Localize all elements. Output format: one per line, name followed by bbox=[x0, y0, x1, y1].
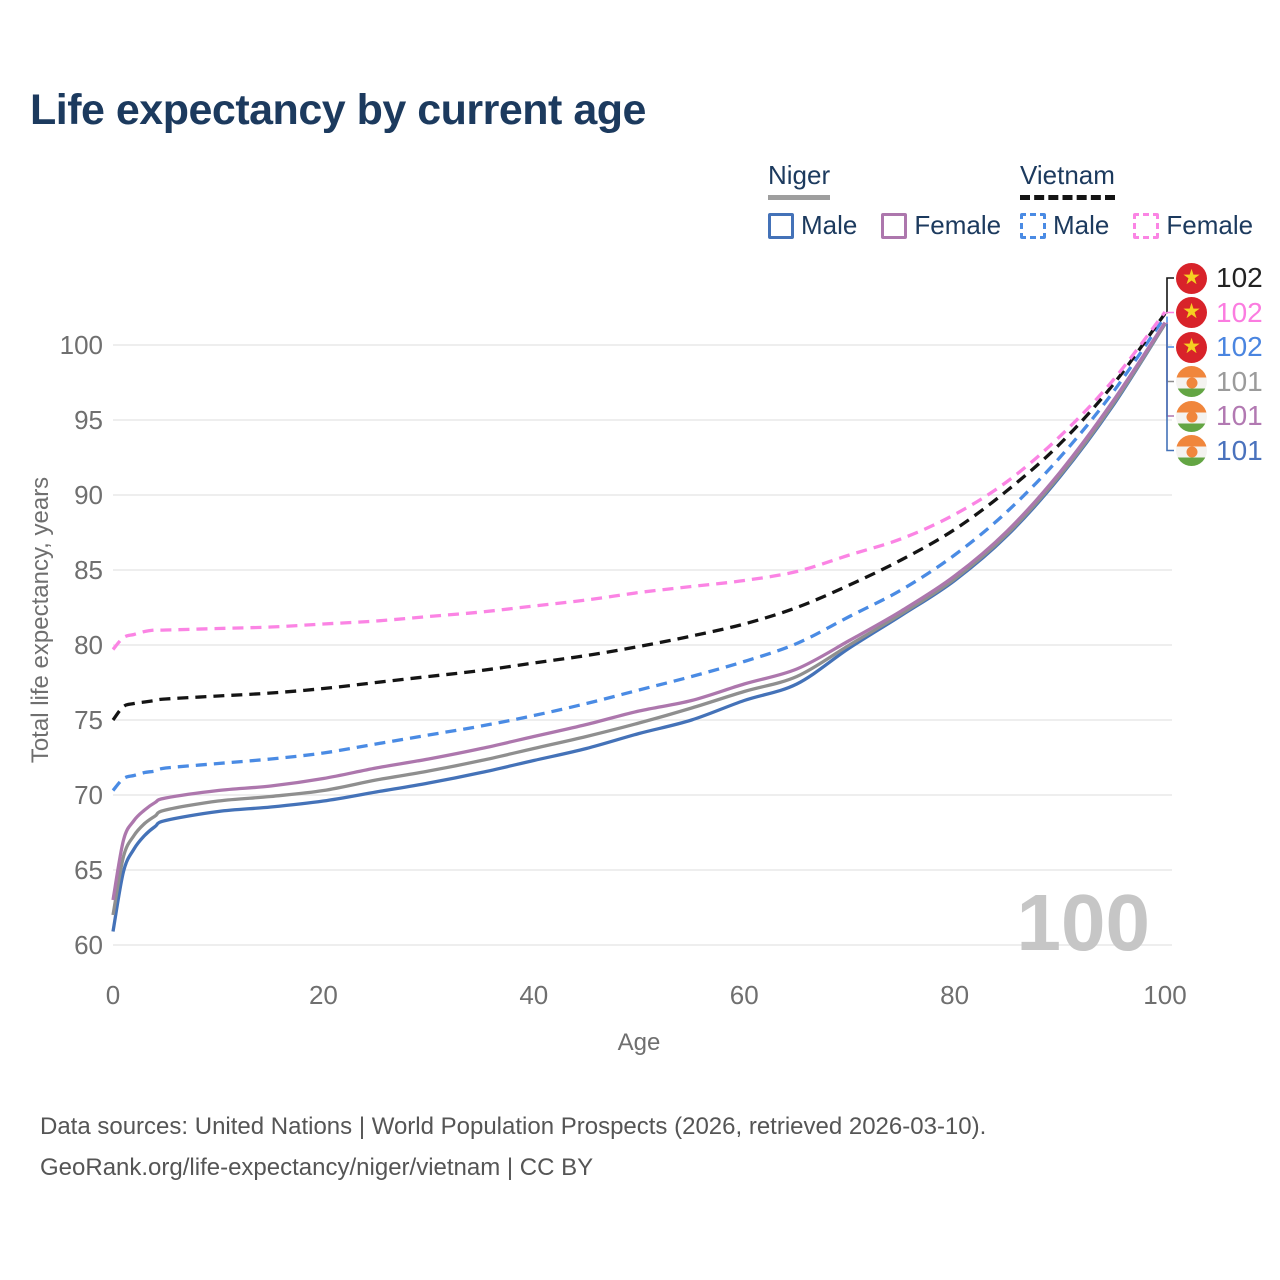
y-tick-label: 70 bbox=[74, 780, 103, 810]
legend-label-niger-male[interactable]: Male bbox=[801, 210, 858, 240]
x-axis-title: Age bbox=[618, 1029, 661, 1056]
series-line-vietnam-female bbox=[111, 310, 1167, 651]
x-tick-label: 60 bbox=[730, 980, 759, 1010]
label-connector-vietnam-male bbox=[1166, 316, 1174, 348]
niger-solid-line-swatch bbox=[768, 195, 831, 200]
y-tick-label: 100 bbox=[60, 330, 103, 360]
y-tick-label: 95 bbox=[74, 405, 103, 435]
x-tick-label: 100 bbox=[1143, 980, 1186, 1010]
legend-items-niger: Male Female bbox=[768, 210, 1025, 241]
series-line-niger-female bbox=[111, 321, 1167, 901]
legend-group-vietnam: Vietnam Male Female bbox=[1020, 160, 1277, 241]
legend-label-vietnam-male[interactable]: Male bbox=[1053, 210, 1110, 240]
label-connector-niger-female bbox=[1166, 322, 1174, 417]
label-connector-niger-male bbox=[1166, 324, 1174, 452]
x-tick-label: 40 bbox=[519, 980, 548, 1010]
legend-checkbox-vietnam-female[interactable] bbox=[1133, 212, 1160, 239]
y-tick-label: 60 bbox=[74, 930, 103, 960]
y-axis-title: Total life expectancy, years bbox=[27, 477, 54, 763]
y-tick-label: 85 bbox=[74, 555, 103, 585]
legend: Niger Male Female Vietnam Male Female bbox=[0, 160, 1280, 255]
y-tick-label: 75 bbox=[74, 705, 103, 735]
legend-group-niger: Niger Male Female bbox=[768, 160, 1025, 241]
legend-country-niger-label: Niger bbox=[768, 160, 831, 190]
series-line-vietnam-all bbox=[111, 312, 1167, 722]
legend-label-niger-female[interactable]: Female bbox=[914, 210, 1002, 240]
y-tick-label: 80 bbox=[74, 630, 103, 660]
series-line-niger-all bbox=[111, 323, 1167, 916]
legend-country-vietnam[interactable]: Vietnam bbox=[1020, 160, 1115, 200]
label-connector-vietnam-female bbox=[1166, 311, 1174, 314]
chart-title: Life expectancy by current age bbox=[30, 86, 646, 134]
legend-checkbox-niger-female[interactable] bbox=[881, 212, 908, 239]
legend-checkbox-niger-male[interactable] bbox=[768, 212, 794, 239]
footer: Data sources: United Nations | World Pop… bbox=[40, 1106, 986, 1188]
legend-country-vietnam-label: Vietnam bbox=[1020, 160, 1115, 190]
vietnam-dashed-line-swatch bbox=[1020, 195, 1115, 200]
legend-label-vietnam-female[interactable]: Female bbox=[1166, 210, 1254, 240]
x-tick-label: 80 bbox=[940, 980, 969, 1010]
label-connector-vietnam-all bbox=[1166, 277, 1174, 314]
y-tick-label: 90 bbox=[74, 480, 103, 510]
x-tick-label: 0 bbox=[106, 980, 120, 1010]
footer-data-sources: Data sources: United Nations | World Pop… bbox=[40, 1113, 987, 1140]
footer-attribution: GeoRank.org/life-expectancy/niger/vietna… bbox=[40, 1154, 594, 1181]
x-tick-label: 20 bbox=[309, 980, 338, 1010]
age-counter-watermark: 100 bbox=[1017, 878, 1150, 967]
legend-checkbox-vietnam-male[interactable] bbox=[1020, 212, 1046, 239]
y-tick-label: 65 bbox=[74, 855, 103, 885]
legend-country-niger[interactable]: Niger bbox=[768, 160, 831, 200]
label-connector-niger-all bbox=[1166, 324, 1174, 383]
legend-items-vietnam: Male Female bbox=[1020, 210, 1277, 241]
